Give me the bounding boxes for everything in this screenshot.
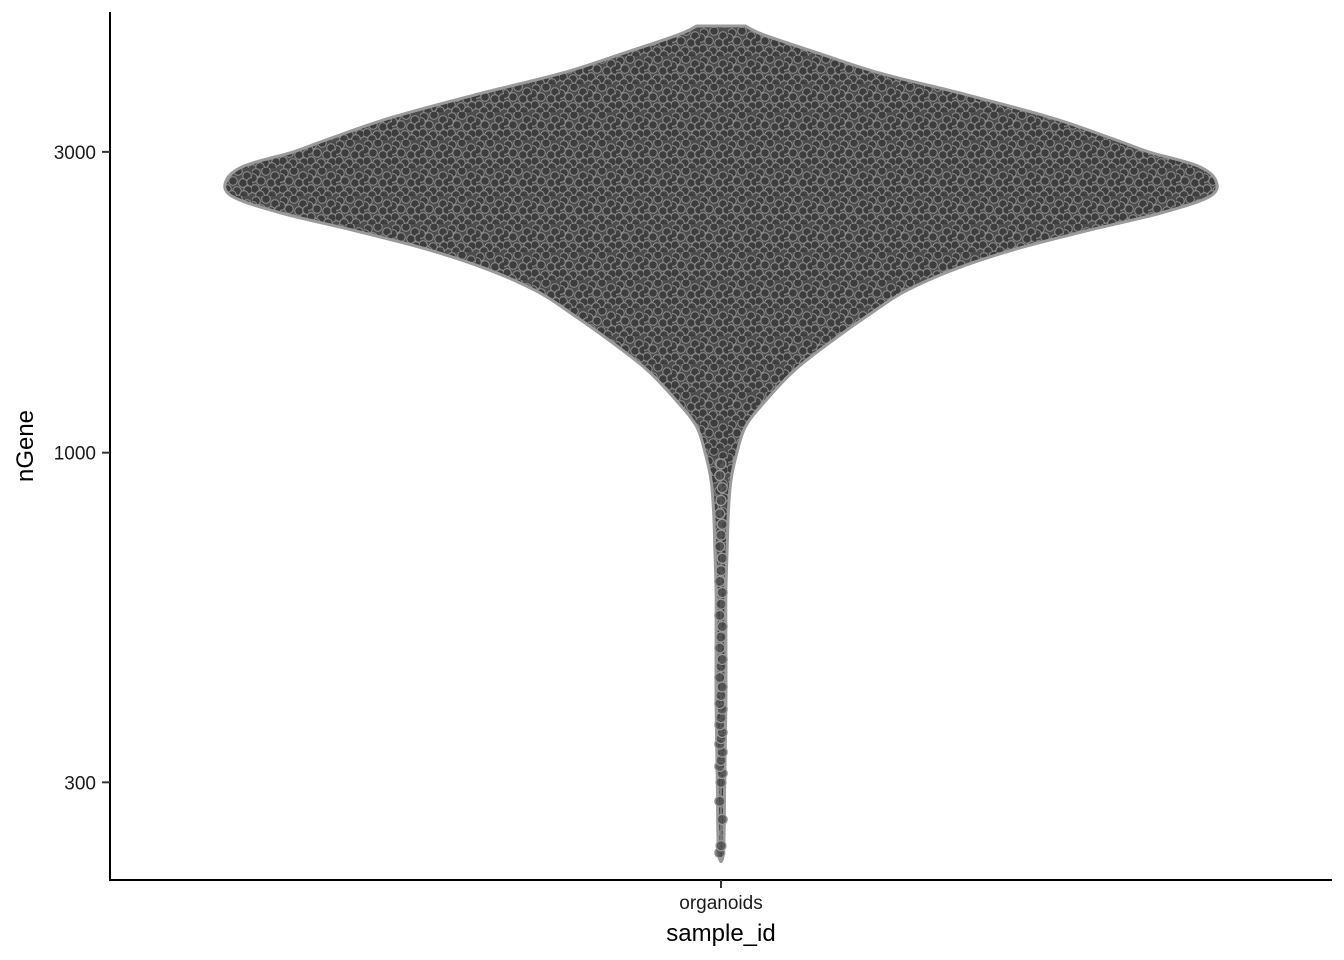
data-point-1: [715, 840, 727, 852]
data-point-4: [715, 776, 727, 788]
x-axis-ticks: organoids: [679, 880, 763, 914]
data-point-27: [714, 575, 726, 587]
violin-body-0: [223, 24, 1219, 864]
data-point-34: [715, 494, 727, 507]
data-point-26: [716, 586, 728, 599]
data-point-2: [716, 813, 728, 826]
data-point-30: [714, 540, 726, 553]
data-point-21: [714, 642, 726, 654]
data-point-22: [715, 631, 727, 643]
y-axis-title: nGene: [12, 410, 39, 482]
y-tick-label-1: 1000: [54, 444, 96, 465]
data-point-20: [716, 653, 728, 666]
data-point-17: [716, 681, 728, 693]
data-point-29: [716, 552, 728, 564]
y-axis-ticks: 300 1000 3000: [54, 143, 110, 794]
data-point-18: [714, 671, 726, 684]
x-tick-label-0: organoids: [679, 893, 762, 914]
data-point-3: [714, 795, 726, 807]
data-point-33: [714, 508, 726, 520]
data-point-28: [715, 565, 727, 577]
data-point-24: [714, 609, 726, 621]
data-point-36: [714, 469, 726, 482]
data-point-31: [715, 529, 727, 541]
y-tick-label-0: 300: [64, 773, 96, 794]
data-point-35: [716, 482, 728, 494]
data-point-25: [715, 598, 727, 610]
x-axis-title: sample_id: [666, 920, 775, 947]
data-point-37: [715, 458, 727, 470]
data-point-32: [716, 518, 728, 530]
data-point-23: [716, 620, 728, 633]
y-tick-label-2: 3000: [54, 143, 96, 164]
plot-marks: [223, 24, 1219, 864]
